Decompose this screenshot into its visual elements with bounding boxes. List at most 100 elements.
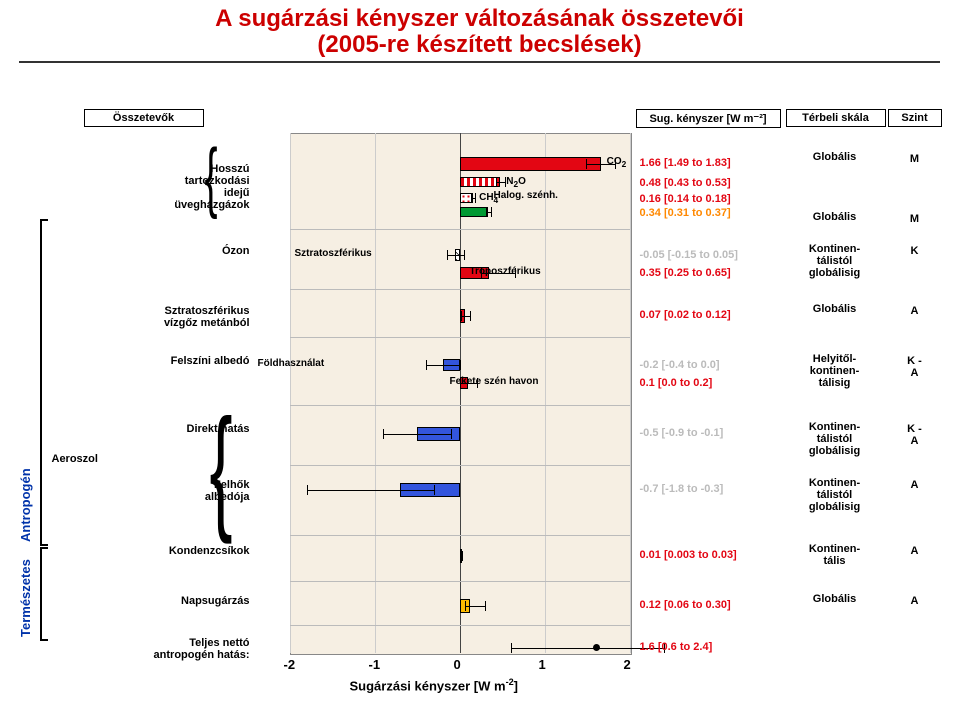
- forcing-value: 0.01 [0.003 to 0.03]: [640, 549, 737, 561]
- error-cap: [586, 159, 587, 169]
- sidebar-natural: Természetes: [18, 547, 33, 637]
- row-label: Kondenzcsíkok: [90, 545, 250, 557]
- forcing-bar: [460, 207, 489, 217]
- forcing-value: 1.66 [1.49 to 1.83]: [640, 157, 731, 169]
- column-header: Szint: [888, 109, 942, 127]
- spatial-scale: Kontinen- tálistól globálisig: [790, 243, 880, 279]
- row-divider: [290, 405, 630, 406]
- spatial-scale: Globális: [790, 151, 880, 163]
- row-label: Felszíni albedó: [90, 355, 250, 367]
- confidence-level: A: [900, 305, 930, 317]
- error-cap: [447, 250, 448, 260]
- side-bracket: [40, 219, 48, 546]
- x-tick: 2: [624, 657, 631, 672]
- bar-sublabel: N2O: [506, 176, 526, 189]
- row-divider: [290, 337, 630, 338]
- bar-extra-label: Halog. szénh.: [494, 190, 558, 201]
- spatial-scale: Globális: [790, 303, 880, 315]
- error-cap: [470, 311, 471, 321]
- forcing-value: 0.34 [0.31 to 0.37]: [640, 207, 731, 219]
- forcing-value: 0.16 [0.14 to 0.18]: [640, 193, 731, 205]
- error-cap: [462, 551, 463, 561]
- x-tick: 1: [539, 657, 546, 672]
- spatial-scale: Helyitől- kontinen- tálisig: [790, 353, 880, 389]
- grid-line: [545, 133, 546, 653]
- bar-sublabel: Fekete szén havon: [450, 376, 539, 387]
- confidence-level: K: [900, 245, 930, 257]
- x-tick: -1: [369, 657, 381, 672]
- forcing-value: -0.2 [-0.4 to 0.0]: [640, 359, 720, 371]
- bar-sublabel: CO2: [607, 156, 627, 169]
- error-cap: [464, 250, 465, 260]
- x-tick: 0: [454, 657, 461, 672]
- error-bar: [307, 490, 435, 491]
- error-cap: [496, 177, 497, 187]
- error-cap: [383, 429, 384, 439]
- error-cap: [434, 485, 435, 495]
- row-label: Hosszú tartozkodási idejű üvegházgázok: [90, 163, 250, 211]
- forcing-value: -0.5 [-0.9 to -0.1]: [640, 427, 724, 439]
- error-cap: [460, 360, 461, 370]
- grid-line: [290, 133, 291, 653]
- error-cap: [511, 643, 512, 653]
- side-bracket: [40, 547, 48, 641]
- row-divider: [290, 229, 630, 230]
- column-header: Összetevők: [84, 109, 204, 127]
- aerosol-group-label: Aeroszol: [52, 453, 98, 465]
- confidence-level: A: [900, 479, 930, 491]
- forcing-value: 1.6 [0.6 to 2.4]: [640, 641, 713, 653]
- spatial-scale: Kontinen- tálistól globálisig: [790, 421, 880, 457]
- row-divider: [290, 289, 630, 290]
- error-cap: [491, 207, 492, 217]
- forcing-value: -0.05 [-0.15 to 0.05]: [640, 249, 738, 261]
- grid-line: [630, 133, 631, 653]
- forcing-value: 0.48 [0.43 to 0.53]: [640, 177, 731, 189]
- confidence-level: M: [900, 153, 930, 165]
- spatial-scale: Globális: [790, 593, 880, 605]
- error-cap: [451, 429, 452, 439]
- row-divider: [290, 625, 630, 626]
- error-cap: [426, 360, 427, 370]
- forcing-value: -0.7 [-1.8 to -0.3]: [640, 483, 724, 495]
- error-cap: [460, 551, 461, 561]
- title-underline: [19, 61, 940, 63]
- error-cap: [475, 193, 476, 203]
- error-bar: [383, 434, 451, 435]
- row-label: Napsugárzás: [90, 595, 250, 607]
- error-cap: [461, 311, 462, 321]
- error-cap: [485, 601, 486, 611]
- row-divider: [290, 581, 630, 582]
- row-divider: [290, 465, 630, 466]
- forcing-value: 0.12 [0.06 to 0.30]: [640, 599, 731, 611]
- error-cap: [465, 601, 466, 611]
- confidence-level: K - A: [900, 355, 930, 379]
- title-line-2: (2005-re készített becslések): [0, 32, 959, 58]
- spatial-scale: Kontinen- tálistól globálisig: [790, 477, 880, 513]
- row-label: Felhők albedója: [90, 479, 250, 503]
- bar-sublabel: Földhasználat: [258, 358, 325, 369]
- forcing-bar: [460, 157, 601, 171]
- forcing-value: 0.1 [0.0 to 0.2]: [640, 377, 713, 389]
- error-bar: [447, 255, 464, 256]
- error-cap: [486, 207, 487, 217]
- forcing-bar: [460, 177, 501, 187]
- error-cap: [307, 485, 308, 495]
- error-bar: [461, 316, 470, 317]
- spatial-scale: Globális: [790, 211, 880, 223]
- row-label: Sztratoszférikus vízgőz metánból: [90, 305, 250, 329]
- spatial-scale: Kontinen- tális: [790, 543, 880, 567]
- bar-sublabel: Sztratoszférikus: [295, 248, 372, 259]
- error-bar: [465, 606, 485, 607]
- error-cap: [471, 193, 472, 203]
- error-bar: [496, 182, 505, 183]
- row-label: Teljes nettó antropogén hatás:: [90, 637, 250, 661]
- bar-sublabel: Troposzférikus: [470, 266, 541, 277]
- x-axis-label: Sugárzási kényszer [W m-2]: [350, 677, 519, 693]
- forcing-value: 0.07 [0.02 to 0.12]: [640, 309, 731, 321]
- chart-stage: -2-1012Sugárzási kényszer [W m-2]Összete…: [10, 69, 950, 709]
- row-label: Ózon: [90, 245, 250, 257]
- title-line-1: A sugárzási kényszer változásának összet…: [0, 6, 959, 32]
- column-header: Térbeli skála: [786, 109, 886, 127]
- row-divider: [290, 535, 630, 536]
- confidence-level: A: [900, 595, 930, 607]
